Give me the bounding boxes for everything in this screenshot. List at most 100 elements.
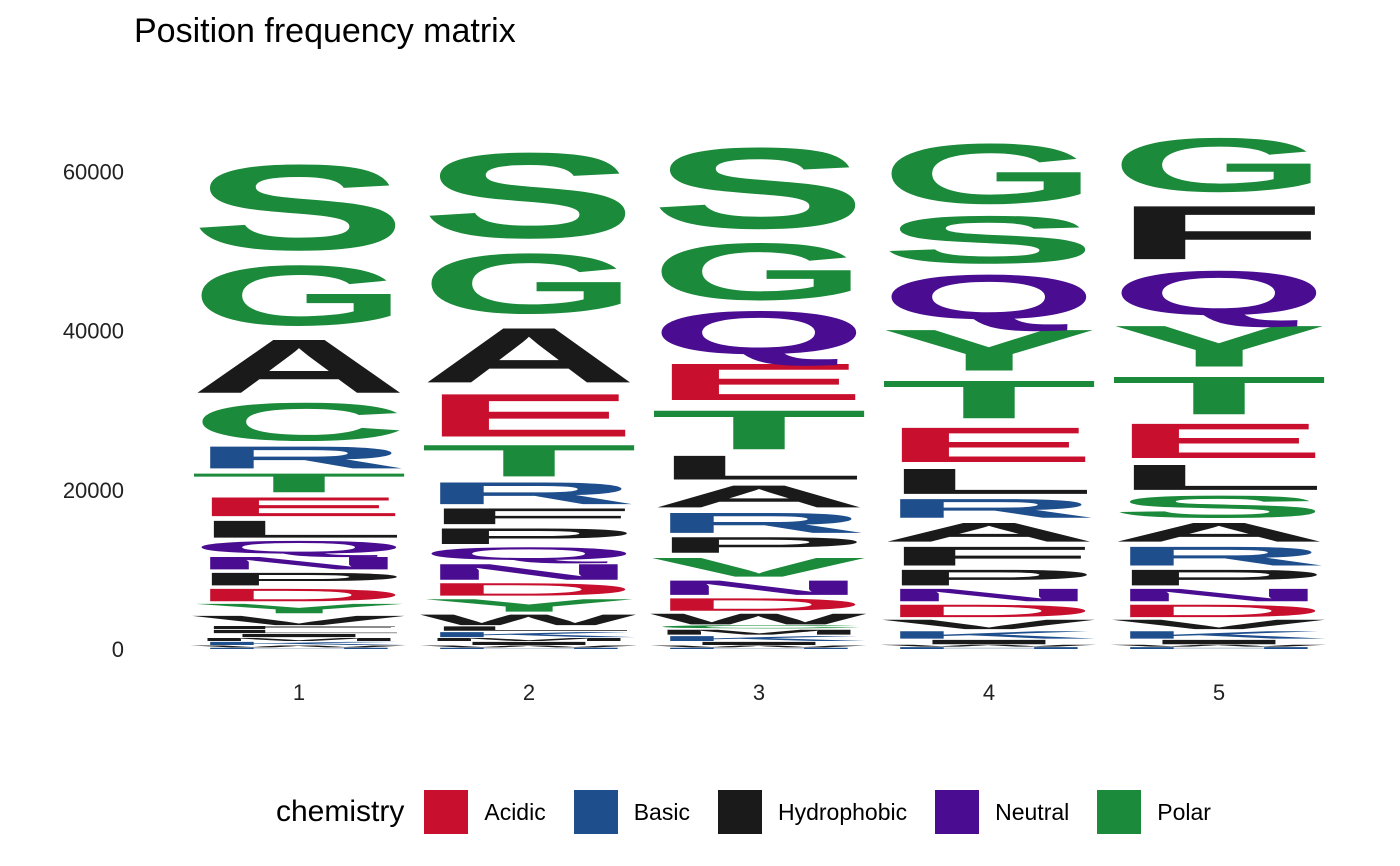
logo-letter: P: [420, 524, 638, 549]
logo-letter: P: [190, 569, 408, 589]
logo-letter: H: [420, 647, 638, 649]
logo-letter: S: [1110, 489, 1328, 524]
x-tick-label: 4: [983, 680, 995, 705]
legend-swatch-hydrophobic: [717, 790, 762, 834]
logo-letter: V: [190, 613, 407, 628]
legend-label-polar: Polar: [1157, 798, 1211, 825]
logo-letter: L: [190, 629, 408, 634]
x-tick-label: 3: [753, 680, 765, 705]
logo-letter: S: [880, 202, 1098, 278]
logo-letter: H: [190, 647, 408, 649]
logo-letter: T: [190, 468, 408, 498]
logo-letter: W: [650, 611, 867, 628]
legend-item-acidic: Acidic: [424, 790, 546, 834]
logo-letter: E: [190, 492, 408, 522]
logo-letter: D: [650, 595, 868, 615]
logo-letter: F: [420, 504, 638, 529]
logo-letter: T: [1110, 365, 1328, 425]
logo-letter: N: [1110, 585, 1328, 605]
logo-letter: L: [420, 625, 638, 632]
logo-letter: E: [1110, 413, 1328, 469]
logo-letter: T: [650, 399, 868, 461]
logo-plot: 02000040000600001HWKMILFVYDPNQLETRCAGS2H…: [63, 122, 1328, 705]
logo-letter: Q: [190, 537, 408, 557]
x-tick-label: 1: [293, 680, 305, 705]
legend-swatch-acidic: [424, 790, 469, 834]
logo-letter: D: [190, 585, 408, 605]
x-tick-label: 2: [523, 680, 535, 705]
logo-letter: M: [190, 637, 408, 642]
logo-letter: A: [190, 323, 408, 409]
logo-letter: I: [880, 639, 1098, 646]
logo-letter: R: [190, 440, 408, 475]
logo-letter: M: [650, 628, 868, 636]
logo-letter: F: [190, 625, 408, 630]
logo-letter: C: [650, 624, 868, 629]
logo-letter: P: [1110, 565, 1328, 590]
logo-letter: K: [420, 631, 638, 639]
logo-letter: N: [420, 559, 638, 584]
legend-label-hydrophobic: Hydrophobic: [777, 798, 908, 825]
y-tick-label: 20000: [63, 478, 124, 503]
logo-letter: I: [420, 641, 638, 646]
logo-letter: S: [650, 123, 868, 252]
logo-letter: W: [880, 644, 1097, 647]
legend-item-basic: Basic: [573, 790, 690, 834]
logo-letter: I: [650, 641, 868, 646]
logo-letter: G: [420, 235, 638, 331]
logo-letter: W: [190, 645, 407, 648]
logo-letter: D: [420, 579, 638, 599]
legend-label-neutral: Neutral: [995, 798, 1070, 825]
logo-letter: S: [190, 140, 408, 276]
legend-item-hydrophobic: Hydrophobic: [717, 790, 908, 834]
logo-letter: L: [1110, 457, 1328, 497]
chart-title: Position frequency matrix: [134, 12, 516, 50]
logo-letter: A: [1110, 517, 1328, 547]
logo-letter: L: [880, 461, 1098, 501]
logo-letter: T: [420, 436, 638, 486]
logo-letter: E: [650, 353, 868, 412]
logo-letter: G: [1110, 122, 1328, 208]
legend-item-polar: Polar: [1097, 790, 1211, 834]
logo-letter: W: [650, 645, 867, 648]
logo-letter: Q: [420, 544, 638, 564]
logo-letter: K: [190, 641, 408, 646]
logo-letter: M: [420, 637, 638, 642]
logo-letter: Y: [190, 601, 408, 616]
logo-letter: Y: [880, 317, 1098, 383]
logo-letter: N: [650, 576, 868, 599]
logo-letter: N: [190, 553, 408, 573]
logo-letter: I: [1110, 639, 1328, 646]
logo-letter: Y: [420, 595, 638, 615]
logo-letter: V: [1110, 617, 1327, 632]
logo-letter: L: [650, 449, 868, 487]
logo-letter: R: [650, 507, 868, 539]
logo-letter: H: [1110, 647, 1328, 650]
logo-letter: R: [1110, 541, 1328, 571]
logo-letter: V: [880, 617, 1097, 632]
logo-letter: H: [650, 647, 868, 649]
logo-letter: L: [190, 516, 408, 543]
logo-letter: Q: [1110, 258, 1328, 329]
logo-letter: F: [1110, 190, 1328, 276]
logo-letter: K: [1110, 629, 1328, 641]
logo-letter: A: [880, 517, 1098, 547]
logo-letter: Q: [650, 298, 868, 367]
x-tick-label: 5: [1213, 680, 1225, 705]
logo-letter: E: [420, 381, 638, 450]
logo-letter: I: [190, 633, 408, 638]
legend-title: chemistry: [276, 795, 405, 828]
logo-letter: T: [880, 369, 1098, 429]
logo-letter: G: [650, 226, 868, 317]
legend-label-basic: Basic: [633, 798, 690, 825]
logo-letter: Y: [1110, 313, 1328, 379]
y-tick-label: 60000: [63, 160, 124, 185]
legend-label-acidic: Acidic: [484, 798, 546, 825]
logo-letter: P: [880, 565, 1098, 590]
y-tick-label: 0: [112, 637, 124, 662]
logo-letter: W: [420, 611, 637, 628]
logo-letter: V: [650, 552, 867, 582]
logo-letter: H: [880, 647, 1098, 650]
logo-letter: D: [880, 601, 1098, 621]
logo-letter: G: [880, 126, 1098, 222]
